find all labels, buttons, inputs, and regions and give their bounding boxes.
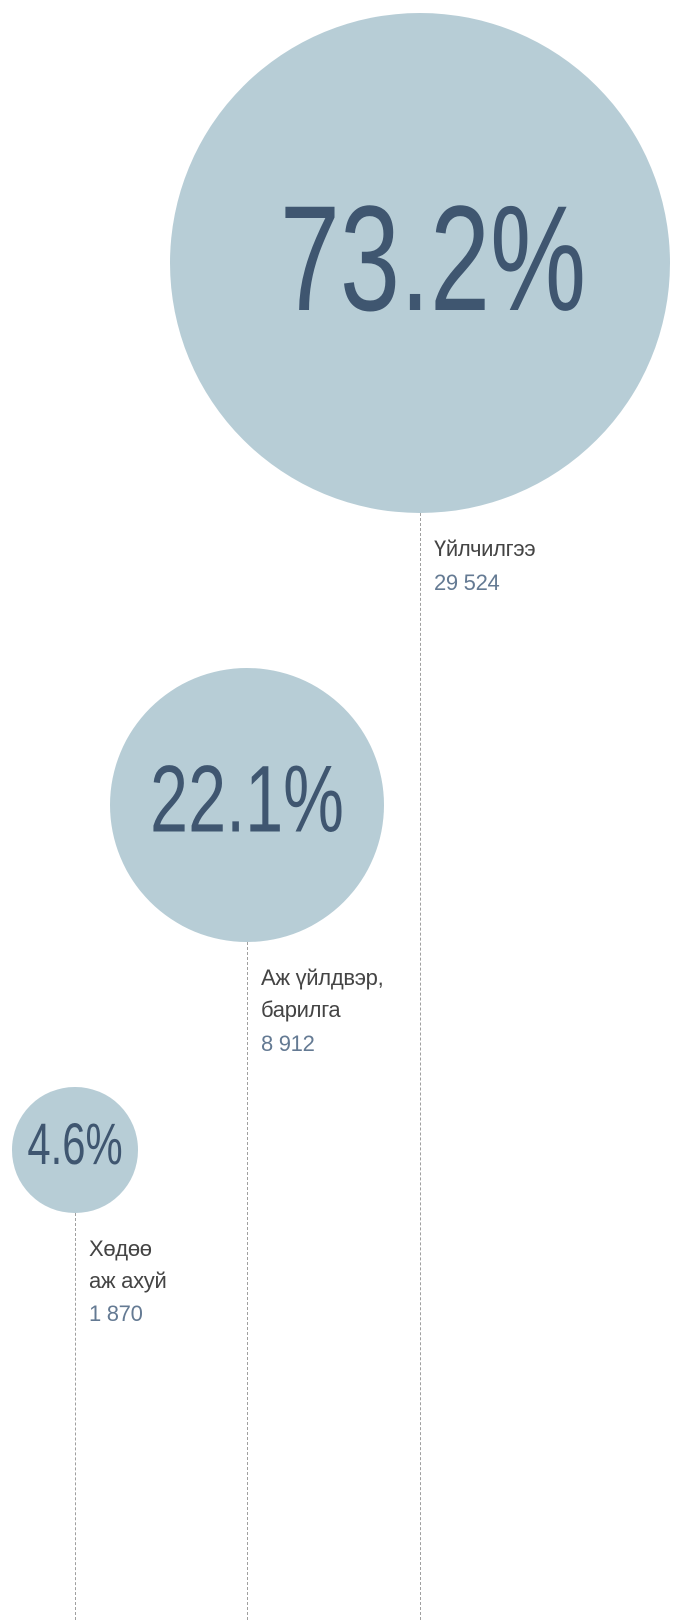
label-group: Аж үйлдвэр, барилга 8 912 [261,962,411,1060]
label-group: Үйлчилгээ 29 524 [434,533,684,599]
leader-line [75,1212,76,1620]
count-label: 1 870 [89,1301,143,1327]
value-label: 22.1% [150,746,344,853]
value-label: 4.6% [27,1112,123,1177]
category-label: Үйлчилгээ [434,536,536,561]
leader-line [420,513,421,1620]
label-group: Хөдөө аж ахуй 1 870 [89,1233,179,1331]
category-label: Хөдөө аж ахуй [89,1235,167,1293]
value-label: 73.2% [279,174,587,342]
bubble [170,13,670,513]
category-label: Аж үйлдвэр, барилга [261,965,384,1023]
bubble [109,667,385,943]
count-label: 29 524 [434,569,500,595]
count-label: 8 912 [261,1031,315,1057]
leader-line [247,942,248,1620]
bubble [12,1087,138,1213]
